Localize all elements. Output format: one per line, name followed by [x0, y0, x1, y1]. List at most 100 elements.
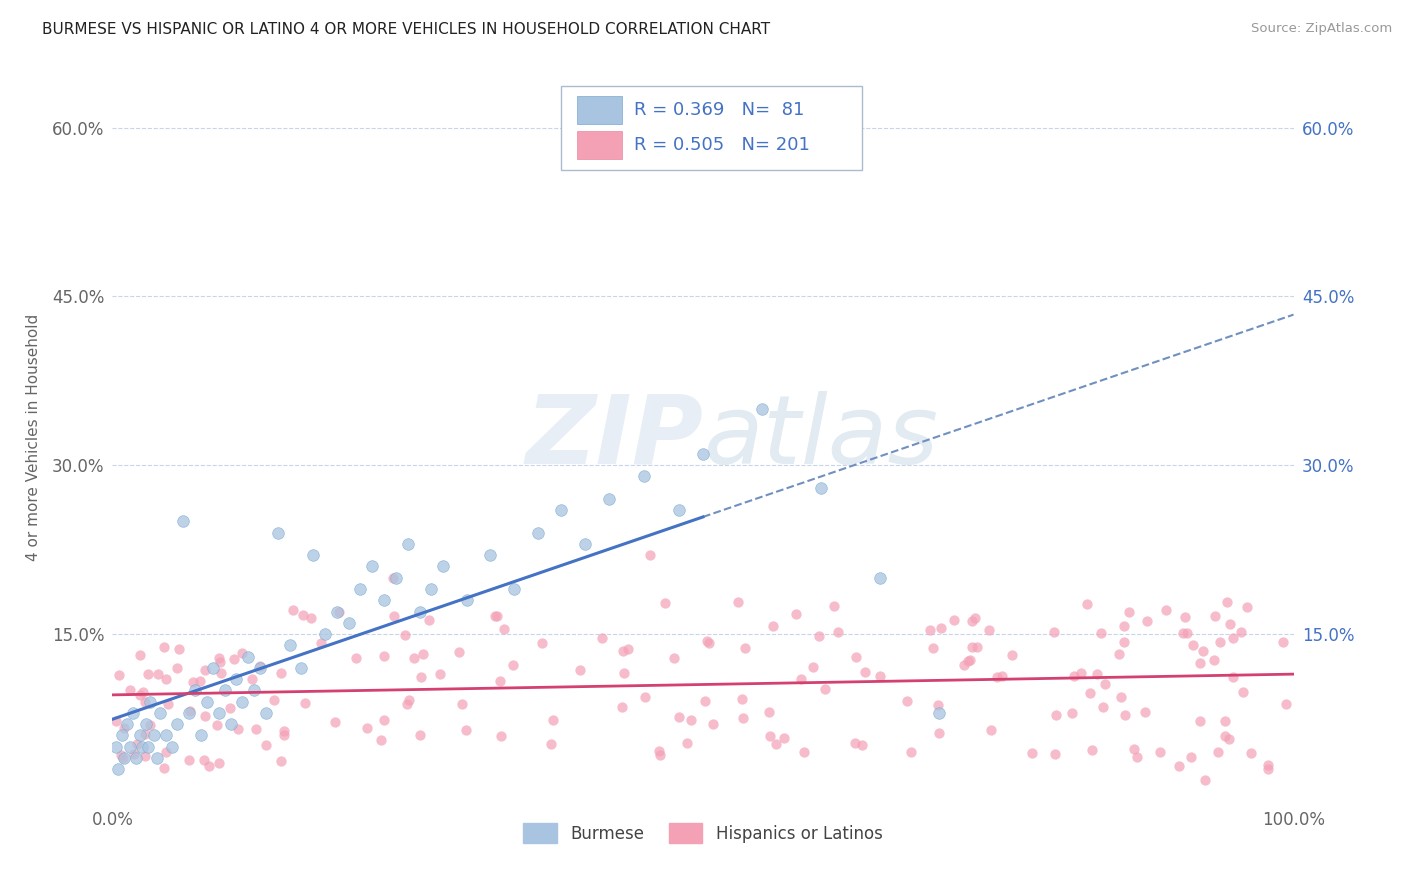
Point: [648, 748, 671, 763]
Point: [129, 648, 152, 662]
Point: [731, 691, 754, 706]
Point: [408, 728, 430, 742]
Point: [1208, 745, 1230, 759]
Point: [373, 714, 395, 728]
Point: [530, 636, 553, 650]
Point: [931, 621, 953, 635]
Point: [267, 525, 290, 540]
Point: [155, 672, 177, 686]
Point: [486, 609, 509, 624]
FancyBboxPatch shape: [576, 96, 621, 124]
Point: [270, 754, 292, 768]
Point: [1090, 625, 1112, 640]
Point: [179, 704, 201, 718]
Point: [1135, 705, 1157, 719]
Point: [845, 650, 868, 665]
Point: [762, 619, 785, 633]
Point: [1202, 653, 1225, 667]
Point: [503, 582, 526, 596]
Point: [1094, 677, 1116, 691]
Point: [254, 738, 277, 752]
Point: [273, 728, 295, 742]
Point: [634, 690, 657, 704]
Point: [1114, 708, 1136, 723]
Point: [167, 642, 190, 657]
Point: [638, 548, 661, 562]
Text: R = 0.505   N= 201: R = 0.505 N= 201: [634, 136, 810, 154]
Point: [591, 631, 613, 645]
Point: [240, 672, 263, 686]
Point: [194, 709, 217, 723]
Point: [129, 688, 152, 702]
Point: [148, 666, 170, 681]
Point: [128, 728, 150, 742]
Point: [120, 739, 142, 754]
Point: [112, 721, 135, 735]
Text: BURMESE VS HISPANIC OR LATINO 4 OR MORE VEHICLES IN HOUSEHOLD CORRELATION CHART: BURMESE VS HISPANIC OR LATINO 4 OR MORE …: [42, 22, 770, 37]
Point: [136, 666, 159, 681]
Point: [370, 732, 392, 747]
Point: [402, 651, 425, 665]
Point: [1060, 706, 1083, 720]
Point: [361, 559, 384, 574]
Point: [980, 723, 1002, 738]
Text: R = 0.369   N=  81: R = 0.369 N= 81: [634, 101, 804, 120]
Point: [612, 644, 634, 658]
Point: [1078, 686, 1101, 700]
Point: [801, 659, 824, 673]
Point: [107, 668, 129, 682]
Point: [699, 636, 721, 650]
Point: [1126, 750, 1149, 764]
Point: [1043, 625, 1066, 640]
Point: [727, 595, 749, 609]
Text: Source: ZipAtlas.com: Source: ZipAtlas.com: [1251, 22, 1392, 36]
Point: [181, 674, 204, 689]
Point: [273, 723, 295, 738]
Point: [1222, 670, 1244, 684]
Point: [922, 641, 945, 656]
Point: [125, 751, 148, 765]
Point: [193, 753, 215, 767]
Point: [1091, 699, 1114, 714]
Point: [855, 665, 877, 680]
Point: [676, 736, 699, 750]
Point: [734, 640, 756, 655]
Point: [986, 670, 1008, 684]
Point: [155, 745, 177, 759]
Point: [1168, 759, 1191, 773]
Point: [382, 609, 405, 624]
Point: [177, 753, 200, 767]
Text: atlas: atlas: [703, 391, 938, 483]
Point: [131, 685, 153, 699]
Point: [1112, 619, 1135, 633]
Point: [1070, 665, 1092, 680]
Point: [408, 605, 430, 619]
Point: [1063, 669, 1085, 683]
Point: [249, 659, 271, 673]
Point: [146, 751, 169, 765]
Point: [662, 651, 685, 665]
Point: [111, 728, 134, 742]
Point: [1271, 634, 1294, 648]
Point: [207, 717, 229, 731]
Point: [429, 667, 451, 681]
Point: [953, 657, 976, 672]
Point: [869, 669, 891, 683]
Point: [214, 683, 236, 698]
Point: [195, 694, 218, 708]
Point: [134, 727, 156, 741]
Point: [927, 698, 949, 712]
Point: [1000, 648, 1022, 663]
Point: [1218, 732, 1240, 747]
Point: [110, 747, 132, 762]
Point: [209, 655, 232, 669]
Point: [692, 447, 714, 461]
Point: [633, 469, 655, 483]
Point: [226, 722, 249, 736]
Point: [396, 537, 419, 551]
Point: [569, 663, 592, 677]
Point: [153, 761, 176, 775]
Point: [188, 673, 211, 688]
Point: [1222, 631, 1244, 645]
Point: [398, 693, 420, 707]
